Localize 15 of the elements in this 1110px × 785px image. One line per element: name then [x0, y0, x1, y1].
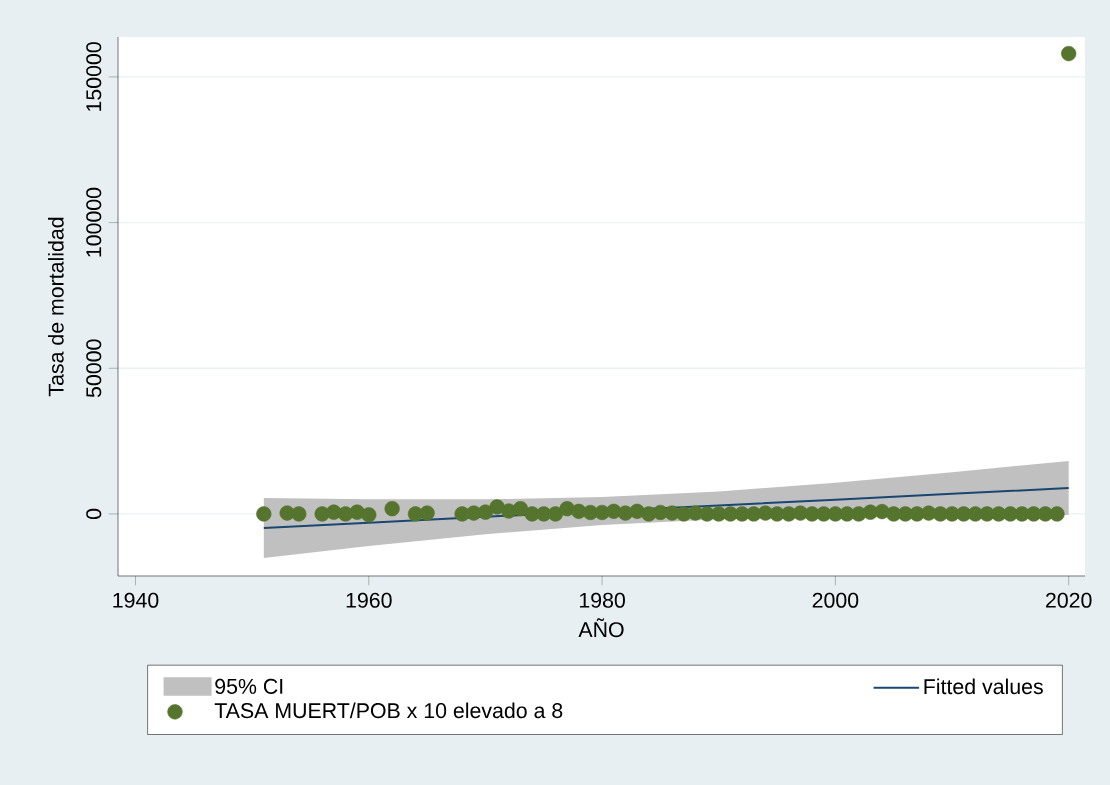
y-axis-title: Tasa de mortalidad	[48, 217, 64, 397]
x-tick-label: 1940	[113, 592, 159, 608]
line-series	[262, 487, 1070, 529]
y-tick-label: 0	[86, 508, 102, 520]
x-tick-label: 1980	[579, 592, 625, 608]
text: 95% CI	[215, 678, 283, 694]
x-tick-label: 1960	[346, 592, 392, 608]
legend-label: TASA MUERT/POB x 10 elevado a 8	[214, 702, 563, 719]
y-tick-label: 50000	[86, 339, 102, 398]
legend-label: Fitted values	[924, 678, 1043, 695]
x-tick-label: 2020	[1046, 592, 1092, 608]
x-axis-title: AÑO	[578, 618, 624, 638]
y-tick-label: 150000	[86, 42, 102, 111]
y-tick-label: 100000	[86, 187, 102, 257]
x-tick-label: 2000	[812, 592, 859, 608]
